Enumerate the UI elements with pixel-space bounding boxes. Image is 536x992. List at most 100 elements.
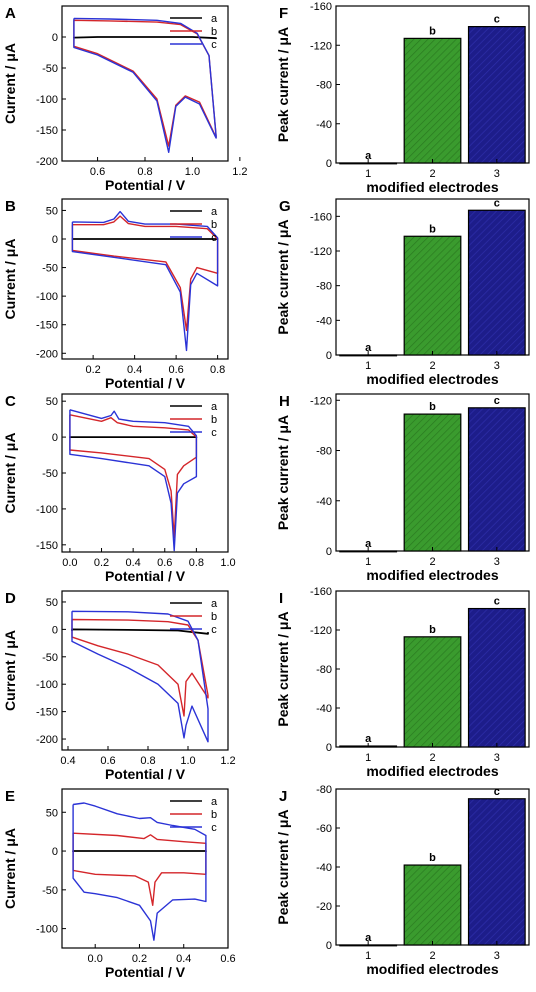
y-tick-label: -150 — [36, 320, 58, 332]
panel-f: Fa 1 b 2 c 3 0 -40 -80 -120 -160 modified electrode… — [275, 1, 530, 195]
legend-label-a: a — [211, 401, 218, 413]
plot-area — [73, 17, 218, 154]
x-tick-label: 1.2 — [220, 755, 235, 767]
y-tick-label: -160 — [310, 1, 332, 13]
bar-3 — [467, 209, 526, 356]
y-tick-label: 0 — [52, 432, 58, 444]
x-tick-label: 0.8 — [189, 557, 204, 569]
y-tick-label: 0 — [326, 940, 332, 952]
category-label: 2 — [429, 168, 435, 180]
category-label: 2 — [429, 556, 435, 568]
y-tick-label: -80 — [316, 446, 332, 458]
bar-2 — [403, 864, 462, 946]
y-tick-label: 0 — [326, 546, 332, 558]
y-tick-label: -40 — [316, 862, 332, 874]
x-axis-label: Potential / V — [105, 177, 186, 193]
bar-3 — [467, 607, 526, 748]
y-tick-label: -40 — [316, 119, 332, 131]
y-axis-label: Peak current / μA — [275, 809, 291, 924]
plot-frame — [61, 5, 229, 162]
panel-j: Ja 1 b 2 c 3 0 -20 -40 -60 -80 modified electrodes P… — [275, 784, 530, 977]
series-line-b — [73, 19, 217, 147]
legend: abc — [170, 13, 218, 51]
x-axis-label: modified electrodes — [366, 567, 498, 583]
y-tick-label: -150 — [36, 540, 58, 552]
series-line-b — [72, 832, 207, 906]
legend-label-b: b — [211, 26, 217, 38]
y-tick-label: 50 — [46, 205, 58, 217]
y-tick-label: 50 — [46, 597, 58, 609]
bar-1 — [339, 354, 398, 357]
category-label: 3 — [494, 752, 500, 764]
bar-label-a: a — [365, 733, 372, 745]
category-label: 1 — [365, 168, 371, 180]
series-line-b — [71, 215, 219, 332]
legend-label-a: a — [211, 796, 218, 808]
y-axis-label: Peak current / μA — [275, 415, 291, 530]
panel-i: Ia 1 b 2 c 3 0 -40 -80 -120 -160 modified electrode… — [275, 586, 530, 779]
y-tick-label: -100 — [36, 679, 58, 691]
legend: abc — [170, 401, 218, 439]
y-tick-label: 0 — [326, 158, 332, 170]
series-line-a — [69, 436, 198, 439]
x-tick-label: 1.0 — [180, 755, 195, 767]
x-tick-label: 0.2 — [132, 953, 147, 965]
bar-label-a: a — [365, 150, 372, 162]
bar-label-c: c — [494, 596, 500, 608]
y-tick-label: -80 — [316, 784, 332, 796]
y-tick-label: -50 — [42, 468, 58, 480]
legend-label-c: c — [211, 624, 217, 636]
y-tick-label: -50 — [42, 652, 58, 664]
x-tick-label: 0.8 — [140, 755, 155, 767]
y-tick-label: -50 — [42, 263, 58, 275]
y-tick-label: -120 — [310, 625, 332, 637]
x-tick-label: 0.0 — [88, 953, 103, 965]
legend-label-b: b — [211, 414, 217, 426]
bar-label-b: b — [429, 223, 436, 235]
panel-a: A 0.6 0.8 1.0 1.2 -200 -150 -100 -50 0 Potential /… — [2, 5, 248, 193]
y-tick-label: -100 — [36, 291, 58, 303]
category-label: 3 — [494, 556, 500, 568]
series-line-c — [69, 409, 198, 552]
y-tick-label: -160 — [310, 211, 332, 223]
y-tick-label: 0 — [52, 624, 58, 636]
panel-letter: G — [279, 198, 291, 215]
panel-letter: H — [279, 393, 290, 410]
category-label: 3 — [494, 950, 500, 962]
x-axis-label: modified electrodes — [366, 763, 498, 779]
category-label: 2 — [429, 752, 435, 764]
legend-label-a: a — [211, 13, 218, 25]
category-label: 2 — [429, 950, 435, 962]
bar-label-a: a — [365, 342, 372, 354]
y-tick-label: 0 — [52, 846, 58, 858]
legend-label-b: b — [211, 809, 217, 821]
panel-letter: F — [279, 5, 288, 22]
bar-1 — [339, 944, 398, 947]
y-axis-label: Peak current / μA — [275, 611, 291, 726]
plot-frame — [61, 788, 229, 949]
category-label: 1 — [365, 360, 371, 372]
panel-letter: B — [5, 198, 16, 215]
panel-b: B 0.2 0.4 0.6 0.8 -200 -150 -100 -50 0 50 Potential… — [2, 198, 229, 391]
bar-2 — [403, 235, 462, 356]
legend: abc — [170, 598, 218, 636]
y-tick-label: -120 — [310, 40, 332, 52]
x-tick-label: 0.6 — [220, 953, 235, 965]
plot-area — [72, 802, 207, 941]
y-axis-label: Peak current / μA — [275, 219, 291, 334]
x-tick-label: 0.2 — [85, 364, 100, 376]
y-tick-label: -60 — [316, 823, 332, 835]
x-axis-label: modified electrodes — [366, 961, 498, 977]
y-tick-label: -200 — [36, 156, 58, 168]
y-axis-label: Peak current / μA — [275, 27, 291, 142]
bar-label-b: b — [429, 401, 436, 413]
series-line-a — [71, 628, 209, 635]
panel-h: Ha 1 b 2 c 3 0 -40 -80 -120 modified electrodes Pea… — [275, 393, 530, 583]
category-label: 1 — [365, 950, 371, 962]
category-label: 1 — [365, 556, 371, 568]
category-label: 3 — [494, 168, 500, 180]
panel-letter: E — [5, 788, 15, 805]
y-tick-label: 0 — [326, 742, 332, 754]
series-line-a — [72, 850, 207, 852]
y-tick-label: -150 — [36, 707, 58, 719]
